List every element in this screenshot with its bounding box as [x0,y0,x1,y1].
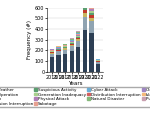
Bar [96,61,100,62]
Bar [69,43,74,44]
Bar [63,50,67,54]
Bar [89,9,94,11]
Bar [69,46,74,51]
Bar [83,0,87,1]
X-axis label: Years: Years [68,81,82,86]
Bar [63,46,67,47]
Bar [50,53,54,54]
Bar [69,40,74,41]
Bar [69,42,74,43]
Bar [89,21,94,33]
Bar [56,49,61,50]
Bar [50,50,54,51]
Bar [50,54,54,57]
Bar [83,4,87,6]
Bar [76,37,81,38]
Bar [69,41,74,42]
Bar [76,38,81,39]
Bar [50,57,54,72]
Bar [69,38,74,39]
Bar [83,17,87,30]
Bar [56,48,61,49]
Bar [56,50,61,51]
Bar [63,54,67,72]
Legend: Severe Weather, System Operation, Vandalism, Transmission Interruption, Suspicio: Severe Weather, System Operation, Vandal… [0,87,150,107]
Bar [83,2,87,4]
Bar [96,60,100,61]
Bar [89,2,94,3]
Bar [83,6,87,8]
Bar [96,59,100,60]
Bar [69,45,74,46]
Bar [89,13,94,15]
Bar [83,8,87,11]
Bar [63,47,67,48]
Bar [76,39,81,41]
Bar [69,39,74,40]
Bar [50,49,54,50]
Bar [76,33,81,34]
Bar [89,4,94,5]
Bar [89,15,94,18]
Bar [56,55,61,72]
Bar [50,51,54,52]
Bar [83,1,87,2]
Bar [76,35,81,36]
Bar [89,3,94,4]
Bar [89,8,94,9]
Y-axis label: Frequency (#): Frequency (#) [27,20,32,59]
Bar [56,51,61,55]
Bar [89,33,94,72]
Bar [76,31,81,32]
Bar [96,62,100,64]
Bar [89,5,94,6]
Bar [83,11,87,13]
Bar [83,13,87,17]
Bar [63,45,67,46]
Bar [63,44,67,45]
Bar [76,34,81,35]
Bar [89,11,94,13]
Bar [96,64,100,72]
Bar [76,41,81,47]
Bar [89,6,94,8]
Bar [56,46,61,47]
Bar [56,47,61,48]
Bar [76,36,81,37]
Bar [76,32,81,33]
Bar [89,18,94,21]
Bar [76,47,81,72]
Bar [63,48,67,50]
Bar [83,30,87,72]
Bar [69,44,74,45]
Bar [50,52,54,53]
Bar [69,51,74,72]
